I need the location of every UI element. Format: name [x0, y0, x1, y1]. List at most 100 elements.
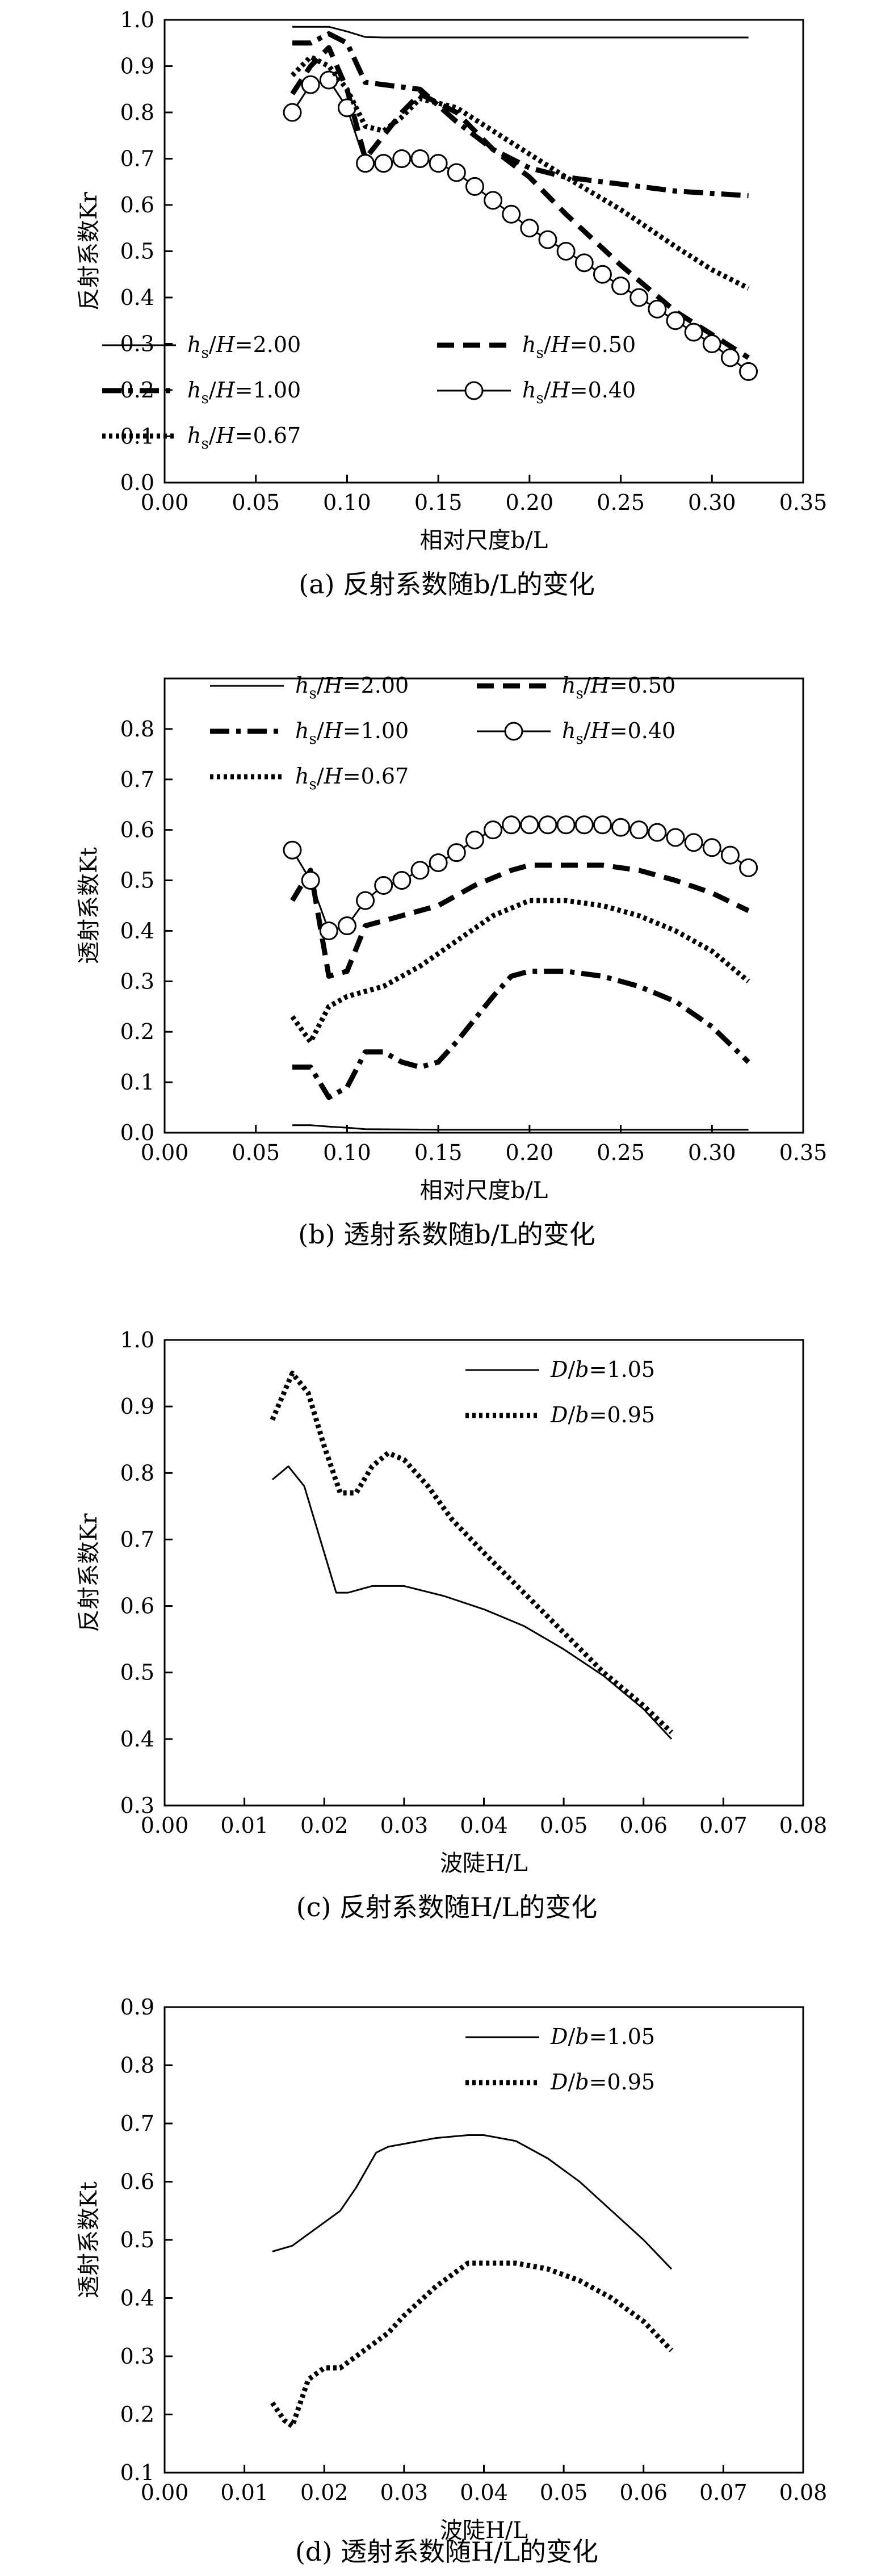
data-point	[465, 177, 484, 196]
y-tick-label: 0.2	[120, 2402, 154, 2427]
data-point	[337, 916, 356, 936]
x-tick-label: 0.04	[460, 1813, 508, 1838]
x-tick-label: 0.00	[141, 1813, 189, 1838]
legend-label: D/b=1.05	[550, 1357, 655, 1382]
data-point	[684, 322, 703, 342]
x-axis-label: 相对尺度b/L	[420, 527, 548, 554]
series-line	[290, 898, 750, 1045]
y-tick-label: 0.7	[120, 767, 154, 792]
x-tick-label: 0.25	[597, 490, 645, 515]
data-point	[593, 265, 612, 284]
series-line	[270, 1371, 674, 1735]
x-tick-label: 0.05	[540, 2480, 588, 2505]
series-line	[290, 45, 750, 360]
data-point	[465, 830, 484, 849]
data-point	[502, 815, 521, 835]
y-tick-label: 0.5	[120, 2227, 154, 2252]
x-tick-label: 0.08	[779, 2480, 828, 2505]
data-point	[392, 871, 412, 890]
y-tick-label: 0.9	[120, 1995, 154, 2020]
data-point	[520, 815, 539, 835]
x-axis-label: 波陡H/L	[440, 1850, 528, 1876]
y-axis-label: 透射系数Kt	[76, 847, 102, 964]
y-tick-label: 0.4	[120, 285, 154, 310]
data-point	[574, 815, 594, 835]
x-tick-label: 0.07	[699, 1813, 748, 1838]
chart-c-reflection-vs-H-over-L: 0.00 0.01 0.02 0.03 0.04 0.05 0.06 0.07 0.08 0.3 0…	[76, 1327, 827, 1922]
figure-caption: (a) 反射系数随b/L的变化	[299, 569, 594, 600]
x-tick-label: 0.00	[141, 1140, 189, 1165]
legend-label: hs/H=0.67	[187, 423, 301, 453]
data-point	[720, 845, 740, 865]
x-tick-label: 0.30	[688, 490, 736, 515]
y-tick-label: 0.0	[120, 470, 154, 495]
y-tick-label: 0.5	[120, 1660, 154, 1685]
x-tick-label: 0.20	[506, 490, 554, 515]
data-point	[593, 815, 612, 835]
data-point	[538, 230, 557, 249]
x-tick-label: 0.05	[232, 490, 280, 515]
x-tick-label: 0.05	[232, 1140, 280, 1165]
data-point	[410, 861, 430, 880]
y-tick-label: 0.3	[120, 332, 154, 357]
y-tick-label: 0.6	[120, 1594, 154, 1619]
data-point	[538, 815, 557, 835]
y-tick-label: 0.9	[120, 1394, 154, 1419]
figure-caption: (c) 反射系数随H/L的变化	[296, 1892, 597, 1922]
y-tick-label: 0.1	[120, 2460, 154, 2485]
data-point	[702, 838, 721, 857]
legend-label: hs/H=0.67	[295, 764, 409, 793]
y-tick-label: 0.8	[120, 2053, 154, 2078]
y-tick-label: 0.6	[120, 192, 154, 217]
data-point	[319, 921, 338, 940]
y-tick-label: 0.8	[120, 717, 154, 742]
x-tick-label: 0.00	[141, 490, 189, 515]
y-tick-label: 0.5	[120, 239, 154, 264]
data-point	[301, 75, 320, 94]
y-axis-label: 透射系数Kt	[76, 2181, 102, 2298]
data-point	[611, 277, 631, 296]
series-line	[272, 2134, 673, 2270]
legend-label: hs/H=0.40	[562, 718, 675, 748]
y-tick-label: 0.2	[120, 1019, 154, 1044]
figure-caption: (b) 透射系数随b/L的变化	[298, 1219, 595, 1250]
x-tick-label: 0.06	[619, 2480, 668, 2505]
data-point	[410, 149, 430, 168]
y-tick-label: 0.7	[120, 2111, 154, 2136]
data-point	[429, 853, 448, 872]
legend-label: D/b=0.95	[550, 1402, 655, 1427]
x-tick-label: 0.15	[414, 1140, 463, 1165]
x-tick-label: 0.30	[688, 1140, 736, 1165]
y-tick-label: 0.5	[120, 868, 154, 893]
chart-a-reflection-vs-b-over-L: 0.00 0.05 0.10 0.15 0.20 0.25 0.30 0.350.00.10.…	[76, 7, 827, 600]
series-line	[270, 2260, 674, 2429]
plot-frame	[163, 2006, 804, 2474]
y-tick-label: 0.8	[120, 1460, 154, 1485]
data-point	[283, 840, 302, 860]
x-tick-label: 0.15	[414, 490, 463, 515]
x-tick-label: 0.10	[323, 490, 371, 515]
data-point	[484, 191, 503, 210]
y-tick-label: 0.7	[120, 146, 154, 171]
x-tick-label: 0.00	[141, 2480, 189, 2505]
legend-label: hs/H=2.00	[295, 673, 409, 702]
x-tick-label: 0.03	[380, 2480, 429, 2505]
y-tick-label: 0.3	[120, 969, 154, 994]
data-point	[666, 311, 685, 330]
data-point	[684, 833, 703, 852]
x-tick-label: 0.35	[779, 1140, 828, 1165]
series-line	[292, 969, 750, 1100]
x-tick-label: 0.01	[220, 1813, 268, 1838]
legend-label: hs/H=0.50	[562, 673, 675, 702]
data-point	[520, 219, 539, 238]
data-point	[666, 828, 685, 847]
legend-label: D/b=1.05	[550, 2024, 655, 2049]
y-tick-label: 0.6	[120, 818, 154, 843]
data-point	[374, 876, 393, 895]
y-tick-label: 0.7	[120, 1527, 154, 1552]
chart-d-transmission-vs-H-over-L: 0.00 0.01 0.02 0.03 0.04 0.05 0.06 0.07 0.08 0.1 0…	[76, 1995, 827, 2567]
data-point	[574, 253, 594, 273]
legend-label: hs/H=1.00	[187, 378, 301, 407]
data-point	[374, 154, 393, 173]
chart-b-transmission-vs-b-over-L: 0.00 0.05 0.10 0.15 0.20 0.25 0.30 0.35 0.0 0.1 0.…	[76, 673, 827, 1250]
